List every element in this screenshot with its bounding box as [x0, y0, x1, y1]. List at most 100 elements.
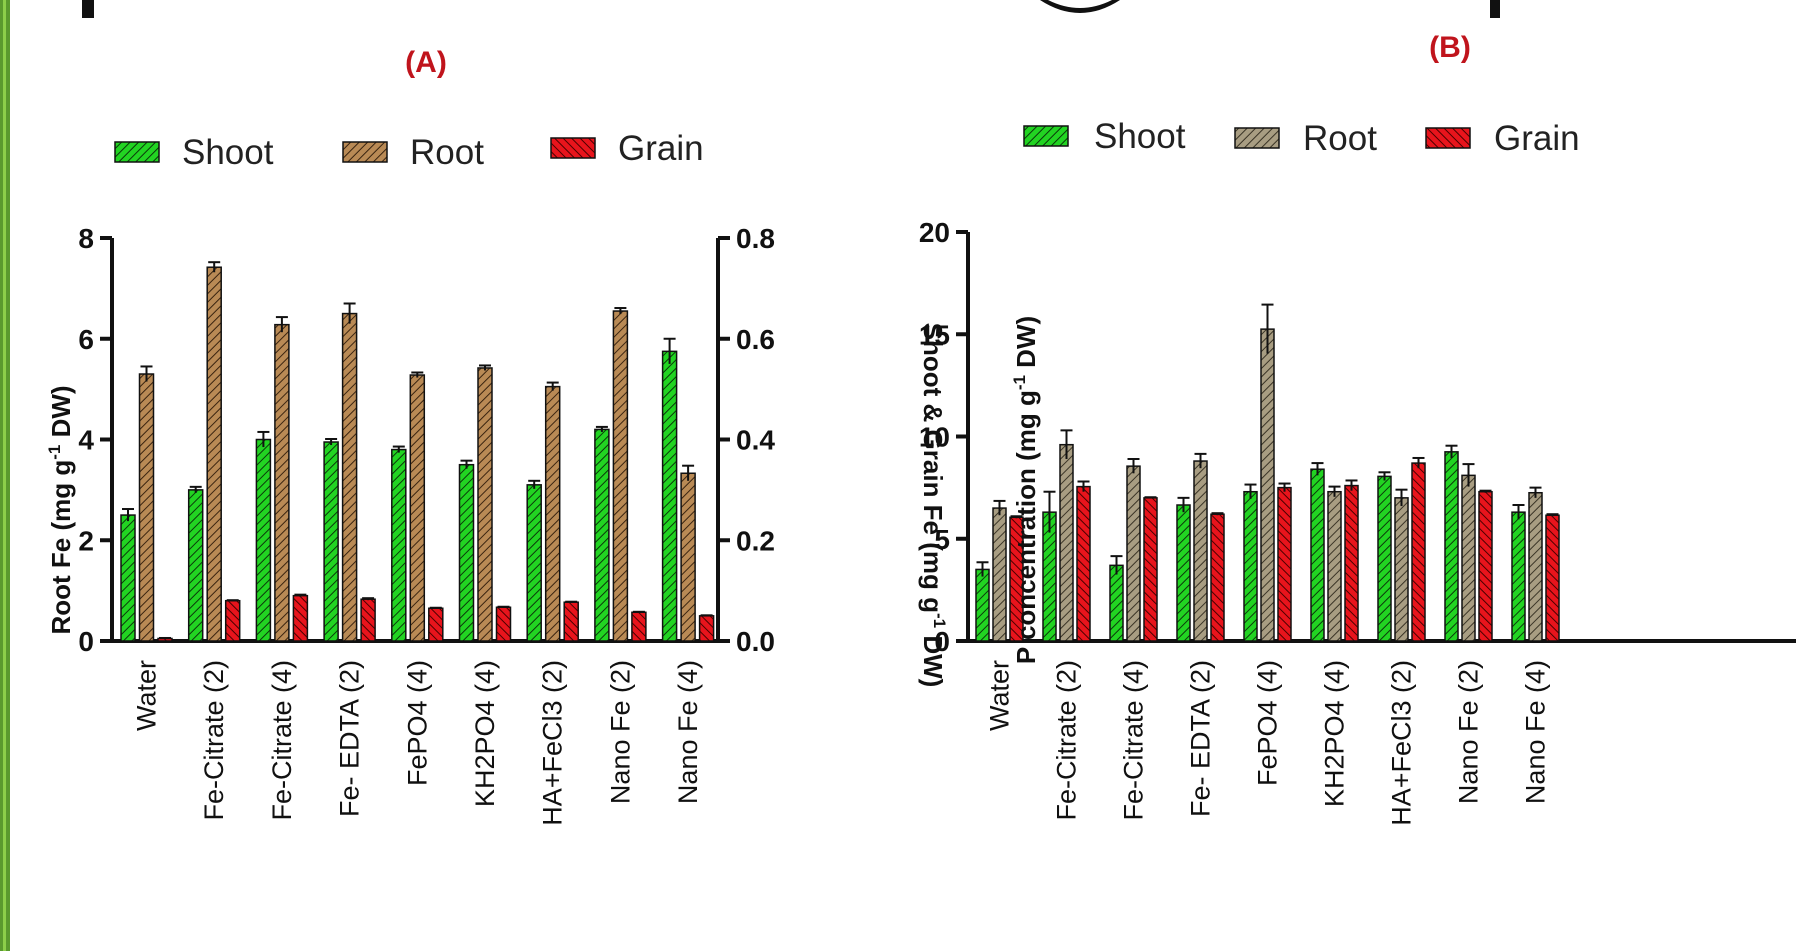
category-label-fe-citrate-2: Fe-Citrate (2) — [199, 660, 229, 821]
bar-root-nano-fe-2 — [1461, 474, 1476, 642]
legend-label-root: Root — [1303, 119, 1377, 158]
bar-shoot-fepo4-4 — [1243, 490, 1258, 642]
y-tick-label-left: 6 — [78, 324, 94, 355]
bar-shoot-water — [120, 514, 136, 642]
bar-root-fe-citrate-4 — [274, 323, 290, 642]
bar-shoot-fe-citrate-4 — [1109, 564, 1124, 642]
legend-swatch-grain — [550, 137, 596, 159]
category-label-nano-fe-2: Nano Fe (2) — [605, 660, 635, 804]
category-label-water: Water — [985, 660, 1015, 731]
left-border-strip — [0, 0, 10, 951]
category-label-nano-fe-4: Nano Fe (4) — [673, 660, 703, 804]
y-axis-title-left-a: Root Fe (mg g-1 DW) — [45, 385, 76, 634]
bar-shoot-nano-fe-2 — [594, 428, 610, 642]
category-label-fe-citrate-4: Fe-Citrate (4) — [267, 660, 297, 821]
bar-root-fepo4-4 — [409, 374, 426, 642]
bar-root-fe-edta-2 — [341, 312, 358, 642]
legend-label-root: Root — [410, 133, 484, 172]
y-tick-label-right: 0.4 — [736, 425, 775, 456]
bar-shoot-fe-citrate-4 — [255, 438, 272, 642]
bar-grain-ha-fecl3-2 — [563, 601, 579, 642]
bar-grain-nano-fe-2 — [1478, 490, 1493, 642]
bar-shoot-fe-edta-2 — [1176, 504, 1191, 642]
category-label-kh2po4-4: KH2PO4 (4) — [470, 660, 500, 807]
y-tick-label-left: 5 — [934, 524, 950, 555]
y-axis-title-b: P concentration (mg g-1 DW) — [1010, 316, 1041, 664]
bar-shoot-kh2po4-4 — [1310, 468, 1325, 642]
bar-grain-kh2po4-4 — [1344, 484, 1359, 642]
bar-root-fe-citrate-4 — [1126, 465, 1141, 642]
bar-grain-fepo4-4 — [428, 607, 444, 642]
bar-shoot-nano-fe-2 — [1444, 451, 1459, 642]
bar-shoot-water — [975, 568, 990, 642]
bar-root-nano-fe-4 — [680, 472, 696, 642]
legend-swatch-grain — [1425, 127, 1471, 149]
bar-root-nano-fe-4 — [1528, 491, 1543, 642]
bar-grain-nano-fe-4 — [1545, 514, 1560, 642]
bar-shoot-ha-fecl3-2 — [526, 484, 542, 642]
category-label-fepo4-4: FePO4 (4) — [1253, 660, 1283, 786]
category-label-fe-citrate-2: Fe-Citrate (2) — [1052, 660, 1082, 821]
bar-root-fe-edta-2 — [1193, 460, 1208, 642]
y-tick-label-right: 0.8 — [736, 223, 775, 254]
bar-shoot-fe-edta-2 — [323, 441, 339, 642]
bar-grain-fepo4-4 — [1277, 486, 1292, 642]
y-tick-label-right: 0.6 — [736, 324, 775, 355]
bar-root-ha-fecl3-2 — [544, 385, 561, 642]
bar-root-kh2po4-4 — [1327, 490, 1342, 642]
bar-root-water — [138, 373, 155, 642]
panel-b: (B) Shoot Root Grain 0 5 10 15 20 Water Fe-Citr… — [919, 31, 1796, 826]
legend-label-shoot: Shoot — [182, 133, 274, 172]
bar-grain-fe-citrate-2 — [1076, 485, 1091, 642]
category-label-water: Water — [132, 660, 162, 731]
y-tick-label-left: 2 — [78, 525, 94, 556]
cropped-headline-fragments — [82, 0, 1500, 18]
bar-grain-nano-fe-2 — [631, 611, 647, 642]
category-label-fe-citrate-4: Fe-Citrate (4) — [1119, 660, 1149, 821]
bar-shoot-fe-citrate-2 — [187, 489, 204, 642]
panel-b-tag: (B) — [1429, 31, 1471, 64]
category-label-fe-edta-2: Fe- EDTA (2) — [335, 660, 365, 817]
category-label-nano-fe-2: Nano Fe (2) — [1454, 660, 1484, 804]
bar-root-water — [992, 507, 1007, 642]
legend-swatch-shoot — [1023, 125, 1069, 147]
bars-a — [120, 261, 715, 642]
bar-shoot-kh2po4-4 — [458, 463, 475, 642]
category-label-nano-fe-4: Nano Fe (4) — [1521, 660, 1551, 804]
panel-a: (A) Shoot Root Grain 024680.00.20.40.60.8 … — [45, 46, 949, 826]
bar-grain-fe-citrate-4 — [292, 594, 309, 642]
legend-a: Shoot Root Grain — [114, 129, 704, 172]
legend-label-grain: Grain — [1494, 119, 1580, 158]
bar-grain-nano-fe-4 — [698, 615, 715, 642]
legend-label-shoot: Shoot — [1094, 117, 1186, 156]
axes-b: 0 5 10 15 20 — [919, 217, 1796, 657]
category-label-ha-fecl3-2: HA+FeCl3 (2) — [1387, 660, 1417, 826]
bar-grain-fe-citrate-4 — [1143, 497, 1158, 642]
category-label-fepo4-4: FePO4 (4) — [402, 660, 432, 786]
legend-label-grain: Grain — [618, 129, 704, 168]
y-axis-title-right-a: Shoot & Grain Fe (mg g-1 DW) — [918, 323, 949, 688]
bar-grain-fe-citrate-2 — [224, 599, 241, 642]
y-tick-label-right: 0.2 — [736, 525, 775, 556]
category-label-ha-fecl3-2: HA+FeCl3 (2) — [538, 660, 568, 826]
left-border-highlight — [3, 0, 6, 951]
category-label-kh2po4-4: KH2PO4 (4) — [1320, 660, 1350, 807]
bars-b — [975, 303, 1560, 642]
y-tick-label-left: 10 — [919, 422, 950, 453]
category-label-fe-edta-2: Fe- EDTA (2) — [1186, 660, 1216, 817]
bar-grain-fe-edta-2 — [1210, 513, 1225, 642]
bar-shoot-nano-fe-4 — [1511, 511, 1526, 642]
bar-grain-ha-fecl3-2 — [1411, 462, 1426, 642]
bar-root-nano-fe-2 — [612, 310, 629, 642]
bar-root-fe-citrate-2 — [1059, 443, 1074, 642]
legend-swatch-root — [1234, 127, 1280, 149]
bar-root-kh2po4-4 — [477, 367, 493, 642]
bar-grain-fe-edta-2 — [360, 598, 376, 642]
y-tick-label-left: 0 — [934, 626, 950, 657]
y-tick-label-left: 15 — [919, 319, 950, 350]
bar-root-ha-fecl3-2 — [1394, 497, 1409, 642]
legend-swatch-shoot — [114, 141, 160, 163]
y-tick-label-left: 4 — [78, 425, 94, 456]
y-tick-label-left: 20 — [919, 217, 950, 248]
